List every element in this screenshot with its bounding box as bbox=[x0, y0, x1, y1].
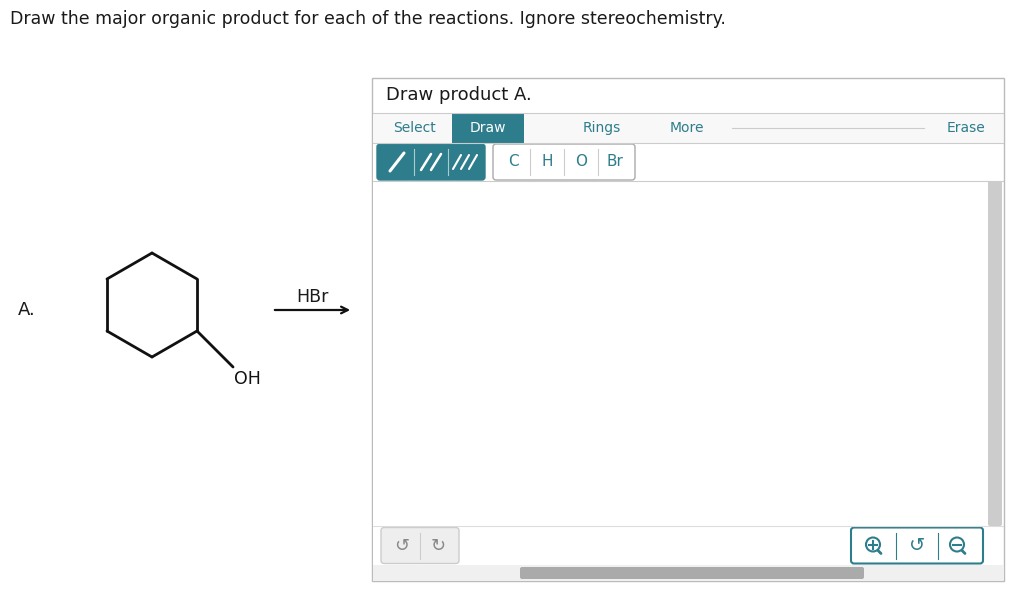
FancyBboxPatch shape bbox=[373, 181, 1002, 526]
Text: ↺: ↺ bbox=[909, 536, 926, 555]
FancyBboxPatch shape bbox=[851, 528, 983, 563]
FancyBboxPatch shape bbox=[493, 144, 635, 180]
Text: Br: Br bbox=[606, 155, 624, 170]
FancyBboxPatch shape bbox=[381, 528, 459, 563]
Text: ↻: ↻ bbox=[430, 537, 445, 554]
FancyBboxPatch shape bbox=[373, 565, 1002, 581]
Text: HBr: HBr bbox=[296, 288, 329, 306]
FancyBboxPatch shape bbox=[373, 113, 1002, 143]
FancyBboxPatch shape bbox=[373, 526, 1002, 565]
Text: OH: OH bbox=[234, 370, 261, 388]
FancyBboxPatch shape bbox=[379, 146, 416, 178]
Text: C: C bbox=[508, 155, 518, 170]
Text: More: More bbox=[670, 121, 705, 135]
Text: Draw the major organic product for each of the reactions. Ignore stereochemistry: Draw the major organic product for each … bbox=[10, 10, 726, 28]
FancyBboxPatch shape bbox=[377, 144, 485, 180]
Text: Rings: Rings bbox=[583, 121, 622, 135]
FancyBboxPatch shape bbox=[520, 567, 864, 579]
FancyBboxPatch shape bbox=[373, 143, 1002, 181]
Text: ↺: ↺ bbox=[394, 537, 410, 554]
FancyBboxPatch shape bbox=[452, 113, 524, 143]
Text: Draw product A.: Draw product A. bbox=[386, 86, 531, 104]
FancyBboxPatch shape bbox=[372, 78, 1004, 581]
Text: Draw: Draw bbox=[470, 121, 506, 135]
Text: H: H bbox=[542, 155, 553, 170]
Text: O: O bbox=[575, 155, 587, 170]
Text: A.: A. bbox=[18, 301, 36, 319]
Text: Erase: Erase bbox=[946, 121, 985, 135]
Text: Select: Select bbox=[392, 121, 435, 135]
FancyBboxPatch shape bbox=[988, 181, 1002, 526]
